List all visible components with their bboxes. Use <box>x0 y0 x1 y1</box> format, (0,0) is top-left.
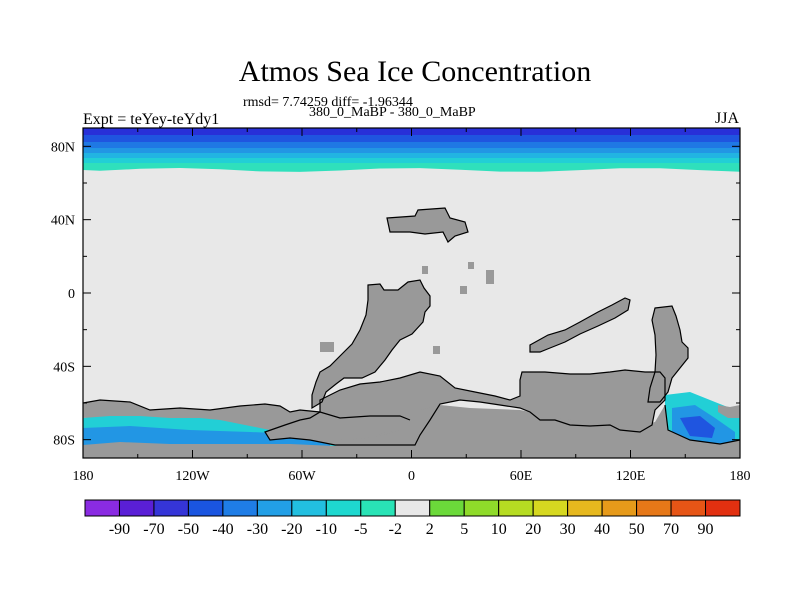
land-island-6 <box>422 266 428 274</box>
colorbar-label: 50 <box>629 521 645 538</box>
arctic-band-2 <box>83 135 740 144</box>
x-tick-label: 60W <box>288 469 316 484</box>
land-north-africa <box>312 280 430 408</box>
land-island-3 <box>460 286 467 294</box>
land-outline-antarctic-west <box>83 399 411 421</box>
colorbar-swatch <box>705 499 741 517</box>
stats-text: rmsd= 7.74259 diff= -1.96344 <box>243 95 413 110</box>
colorbar-label: 90 <box>698 521 714 538</box>
land-outline-asia-arc <box>529 297 631 353</box>
y-tick-label: 0 <box>68 287 75 302</box>
colorbar-swatch <box>670 499 707 517</box>
colorbar-swatch <box>84 499 120 517</box>
colorbar-label: 10 <box>491 521 507 538</box>
land-island-4 <box>320 342 334 352</box>
colorbar-swatch <box>153 499 189 517</box>
colorbar-label: -5 <box>354 521 367 538</box>
colorbar-swatch <box>636 499 672 517</box>
y-tick-label: 40S <box>53 360 75 375</box>
x-tick-label: 120W <box>175 469 210 484</box>
colorbar-swatch <box>532 499 569 517</box>
map-area <box>83 128 740 458</box>
x-tick-label: 180 <box>73 469 94 484</box>
land-mask <box>83 208 740 458</box>
antarctic-pacific-dark <box>680 416 715 438</box>
y-tick-label: 40N <box>51 214 75 229</box>
land-outline-africa-south <box>264 369 666 446</box>
comparison-text: 380_0_MaBP - 380_0_MaBP <box>309 105 476 120</box>
colorbar-swatch <box>463 499 500 517</box>
x-tick-label: 180 <box>730 469 751 484</box>
colorbar-label: -10 <box>316 521 337 538</box>
colorbar-swatch <box>394 499 431 517</box>
colorbar-label: 2 <box>426 521 434 538</box>
land-outline-antarctic-east <box>664 404 740 445</box>
experiment-label: Expt = teYey-teYdy1 <box>83 111 220 128</box>
colorbar-swatch <box>187 499 224 517</box>
colorbar-swatch <box>256 499 293 517</box>
colorbar-label: 40 <box>594 521 610 538</box>
land-eurasia-north <box>387 208 468 242</box>
colorbar-label: -50 <box>178 521 199 538</box>
x-tick-label: 120E <box>616 469 646 484</box>
land-outlines <box>83 207 740 446</box>
y-axis: 80N 40N 0 40S 80S <box>51 140 740 449</box>
colorbar-swatch <box>222 499 258 517</box>
colorbar-swatch <box>498 499 534 517</box>
colorbar-label: 70 <box>663 521 679 538</box>
y-tick-label: 80S <box>53 434 75 449</box>
land-island-5 <box>433 346 440 354</box>
y-tick-label: 80N <box>51 140 75 155</box>
colorbar-label: -2 <box>389 521 402 538</box>
land-island-1 <box>468 262 474 269</box>
chart-title: Atmos Sea Ice Concentration <box>238 55 592 88</box>
colorbar-swatch <box>601 499 638 517</box>
colorbar-label: -90 <box>109 521 130 538</box>
arctic-band-7 <box>83 163 740 172</box>
colorbar-label: 20 <box>525 521 541 538</box>
land-asia-arc <box>530 298 630 352</box>
land-outline-east-asia <box>647 305 689 403</box>
colorbar-swatch <box>567 499 603 517</box>
colorbar-swatch <box>360 499 396 517</box>
colorbar: -90 -70 -50 -40 -30 -20 -10 -5 -2 2 5 10 20 30 40 50 70 9… <box>84 499 741 538</box>
colorbar-swatch <box>291 499 327 517</box>
colorbar-label: -70 <box>143 521 164 538</box>
colorbar-swatch <box>325 499 362 517</box>
land-antarctic-peninsula <box>718 405 740 418</box>
colorbar-label: 30 <box>560 521 576 538</box>
colorbar-label: -30 <box>247 521 268 538</box>
colorbar-label: 5 <box>460 521 468 538</box>
colorbar-label: -20 <box>281 521 302 538</box>
x-tick-label: 0 <box>408 469 415 484</box>
colorbar-swatch <box>118 499 155 517</box>
x-axis: 180 120W 60W 0 60E 120E 180 <box>73 128 751 484</box>
land-antarctic-west <box>83 400 410 440</box>
land-outline-eurasia <box>386 207 469 243</box>
land-antarctic-east <box>83 405 740 458</box>
land-outline-north-africa <box>311 279 431 410</box>
x-tick-label: 60E <box>510 469 533 484</box>
colorbar-swatch <box>429 499 465 517</box>
land-island-2 <box>486 270 494 284</box>
season-label: JJA <box>714 110 739 127</box>
colorbar-label: -40 <box>212 521 233 538</box>
